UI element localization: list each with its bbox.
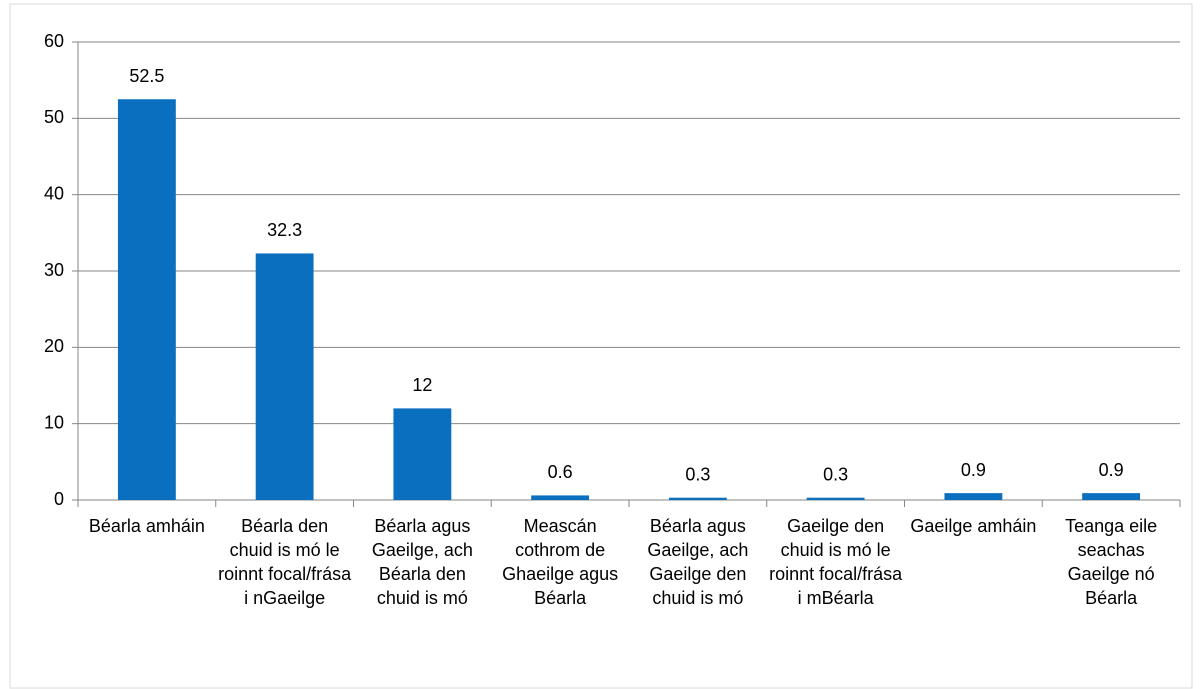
data-label: 0.3 [823, 464, 848, 484]
y-tick-label: 20 [44, 336, 64, 356]
x-tick-label: Béarla agus Gaeilge, ach Béarla den chui… [371, 516, 473, 608]
y-tick-label: 60 [44, 31, 64, 51]
bar [1082, 493, 1141, 500]
data-label: 12 [412, 375, 432, 395]
bar [944, 493, 1003, 500]
x-tick-label: Béarla den chuid is mó le roinnt focal/f… [218, 516, 352, 608]
data-label: 0.9 [961, 460, 986, 480]
data-label: 0.6 [548, 462, 573, 482]
y-tick-label: 40 [44, 183, 64, 203]
bar [117, 99, 176, 500]
bar [806, 497, 865, 500]
data-label: 0.9 [1099, 460, 1124, 480]
x-tick-label: Béarla amháin [88, 516, 205, 536]
data-label: 0.3 [685, 464, 710, 484]
data-label: 32.3 [267, 220, 302, 240]
y-tick-label: 0 [54, 489, 64, 509]
x-tick-label: Meascán cothrom de Ghaeilge agus Béarla [502, 516, 619, 608]
y-tick-label: 10 [44, 412, 64, 432]
chart-border [9, 3, 1193, 689]
bar [531, 495, 590, 500]
x-tick-label: Béarla agus Gaeilge, ach Gaeilge den chu… [647, 516, 749, 608]
x-tick-label: Gaeilge den chuid is mó le roinnt focal/… [769, 516, 903, 608]
x-tick-label: Gaeilge amháin [910, 516, 1037, 536]
bar [393, 408, 452, 500]
x-tick-label: Teanga eile seachas Gaeilge nó Béarla [1065, 516, 1158, 608]
y-tick-label: 30 [44, 260, 64, 280]
data-label: 52.5 [129, 66, 164, 86]
y-tick-label: 50 [44, 107, 64, 127]
bar [255, 253, 314, 500]
bar [668, 497, 727, 500]
